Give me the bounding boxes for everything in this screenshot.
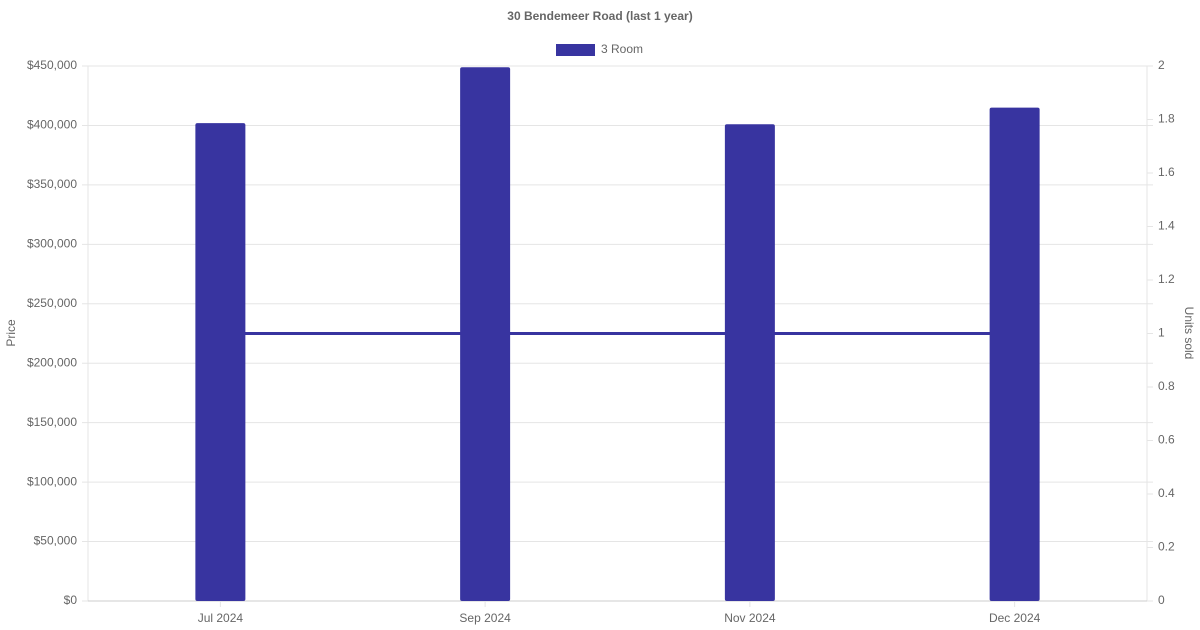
y2-tick-label: 0.2 [1158, 540, 1175, 554]
bar [724, 124, 775, 601]
chart-title: 30 Bendemeer Road (last 1 year) [507, 9, 692, 23]
x-tick-label: Dec 2024 [989, 611, 1041, 625]
bar [195, 123, 246, 602]
x-tick-label: Jul 2024 [198, 611, 244, 625]
y-tick-label: $200,000 [27, 355, 77, 369]
y2-axis-title: Units sold [1182, 307, 1196, 360]
y-tick-label: $450,000 [27, 58, 77, 72]
y2-tick-label: 0.8 [1158, 379, 1175, 393]
bar [989, 107, 1040, 601]
y-axis-title: Price [4, 319, 18, 347]
y2-tick-label: 0.6 [1158, 433, 1175, 447]
y2-tick-label: 0 [1158, 593, 1165, 607]
x-tick-label: Sep 2024 [459, 611, 511, 625]
y-tick-label: $350,000 [27, 177, 77, 191]
bar [460, 67, 511, 601]
y-tick-label: $150,000 [27, 415, 77, 429]
y-tick-label: $100,000 [27, 474, 77, 488]
y-tick-label: $50,000 [34, 534, 78, 548]
y2-tick-label: 2 [1158, 58, 1165, 72]
y2-tick-label: 1 [1158, 326, 1165, 340]
y2-tick-label: 1.8 [1158, 112, 1175, 126]
y-tick-label: $400,000 [27, 118, 77, 132]
x-tick-label: Nov 2024 [724, 611, 776, 625]
y-tick-label: $0 [64, 593, 78, 607]
y2-tick-label: 1.6 [1158, 165, 1175, 179]
y2-tick-label: 0.4 [1158, 486, 1175, 500]
legend-swatch [556, 44, 595, 56]
legend-label: 3 Room [601, 42, 643, 56]
y2-tick-label: 1.4 [1158, 219, 1175, 233]
y2-tick-label: 1.2 [1158, 272, 1175, 286]
y-tick-label: $250,000 [27, 296, 77, 310]
y-tick-label: $300,000 [27, 237, 77, 251]
